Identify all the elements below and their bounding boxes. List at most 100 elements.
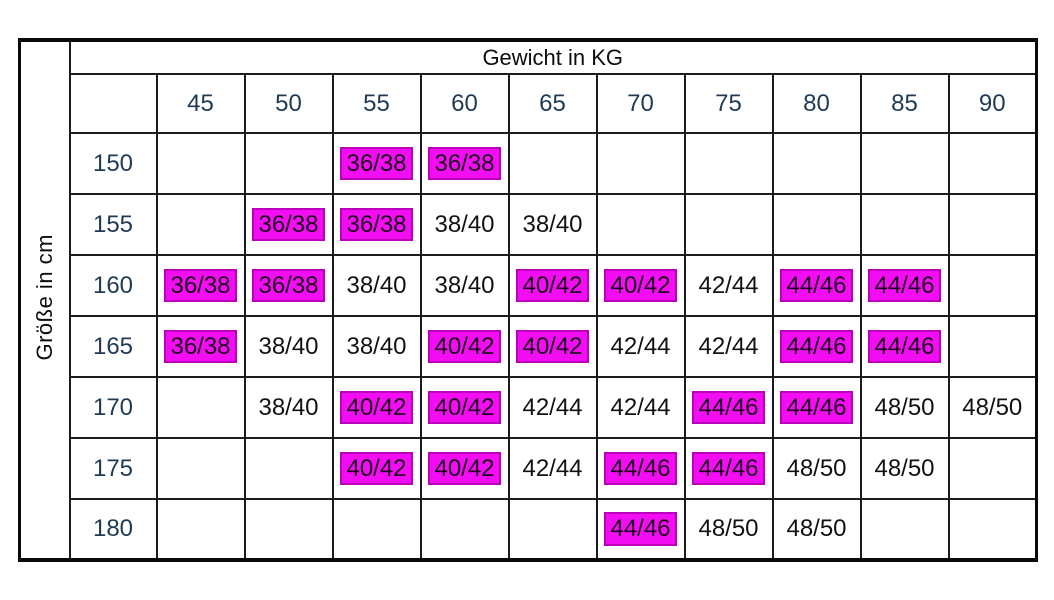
col-header-85: 85 bbox=[859, 73, 950, 134]
row-header-180: 180 bbox=[68, 498, 158, 561]
col-header-70: 70 bbox=[595, 73, 686, 134]
size-cell: 48/50 bbox=[947, 376, 1038, 439]
size-cell: 44/46 bbox=[859, 315, 950, 378]
corner-cell bbox=[68, 73, 158, 134]
highlighted-size-value: 44/46 bbox=[780, 329, 853, 364]
size-cell: 42/44 bbox=[683, 315, 774, 378]
highlighted-size-value: 40/42 bbox=[428, 451, 501, 486]
size-value: 38/40 bbox=[346, 332, 407, 360]
highlighted-size-value: 44/46 bbox=[604, 451, 677, 486]
size-cell: 40/42 bbox=[331, 437, 422, 500]
size-cell bbox=[595, 132, 686, 195]
table-row: 150 36/38 36/38 bbox=[20, 132, 1038, 195]
size-value: 38/40 bbox=[434, 210, 495, 238]
table-row: 175 40/42 40/42 42/44 44/46 44/46 48/50 48/50 bbox=[20, 437, 1038, 500]
size-value: 42/44 bbox=[698, 271, 759, 299]
size-cell bbox=[243, 498, 334, 561]
table-row: 180 44/46 48/50 48/50 bbox=[20, 498, 1038, 561]
size-cell: 48/50 bbox=[683, 498, 774, 561]
size-cell: 36/38 bbox=[155, 315, 246, 378]
highlighted-size-value: 40/42 bbox=[428, 329, 501, 364]
highlighted-size-value: 44/46 bbox=[868, 268, 941, 303]
size-cell: 44/46 bbox=[683, 437, 774, 500]
size-cell bbox=[859, 132, 950, 195]
size-cell: 48/50 bbox=[771, 437, 862, 500]
size-cell: 36/38 bbox=[331, 193, 422, 256]
size-cell bbox=[947, 193, 1038, 256]
highlighted-size-value: 44/46 bbox=[692, 390, 765, 425]
row-axis-label: Größe in cm bbox=[31, 234, 57, 361]
size-cell: 36/38 bbox=[243, 193, 334, 256]
size-cell bbox=[859, 193, 950, 256]
size-cell: 40/42 bbox=[507, 315, 598, 378]
size-value: 48/50 bbox=[786, 454, 847, 482]
size-cell bbox=[331, 498, 422, 561]
highlighted-size-value: 40/42 bbox=[604, 268, 677, 303]
size-cell bbox=[243, 132, 334, 195]
row-header-160: 160 bbox=[68, 254, 158, 317]
size-cell bbox=[155, 437, 246, 500]
size-cell: 44/46 bbox=[771, 376, 862, 439]
size-value: 48/50 bbox=[874, 454, 935, 482]
size-cell: 40/42 bbox=[419, 437, 510, 500]
highlighted-size-value: 36/38 bbox=[428, 146, 501, 181]
size-value: 38/40 bbox=[522, 210, 583, 238]
size-cell bbox=[859, 498, 950, 561]
size-cell: 42/44 bbox=[595, 315, 686, 378]
size-value: 42/44 bbox=[522, 454, 583, 482]
table-title: Gewicht in KG bbox=[68, 39, 1038, 75]
size-value: 48/50 bbox=[698, 515, 759, 542]
title-row: Größe in cm Gewicht in KG bbox=[18, 39, 1038, 561]
col-header-75: 75 bbox=[683, 73, 774, 134]
size-cell bbox=[155, 193, 246, 256]
highlighted-size-value: 44/46 bbox=[868, 329, 941, 364]
highlighted-size-value: 44/46 bbox=[692, 451, 765, 486]
col-header-65: 65 bbox=[507, 73, 598, 134]
size-cell: 44/46 bbox=[859, 254, 950, 317]
highlighted-size-value: 36/38 bbox=[252, 268, 325, 303]
size-value: 48/50 bbox=[874, 393, 935, 421]
size-cell bbox=[947, 498, 1038, 561]
table-row: 160 36/38 36/38 38/40 38/40 40/42 40/42 42/44 44… bbox=[20, 254, 1038, 317]
size-cell: 44/46 bbox=[683, 376, 774, 439]
size-cell: 48/50 bbox=[771, 498, 862, 561]
size-cell: 38/40 bbox=[243, 315, 334, 378]
size-cell: 40/42 bbox=[331, 376, 422, 439]
size-cell: 36/38 bbox=[419, 132, 510, 195]
highlighted-size-value: 36/38 bbox=[164, 268, 237, 303]
size-cell: 38/40 bbox=[243, 376, 334, 439]
size-value: 42/44 bbox=[610, 332, 671, 360]
highlighted-size-value: 44/46 bbox=[604, 512, 677, 546]
size-cell: 44/46 bbox=[771, 254, 862, 317]
size-value: 38/40 bbox=[434, 271, 495, 299]
size-cell: 38/40 bbox=[331, 315, 422, 378]
size-cell bbox=[507, 498, 598, 561]
size-cell bbox=[243, 437, 334, 500]
table-row: 170 38/40 40/42 40/42 42/44 42/44 44/46 44/46 48… bbox=[20, 376, 1038, 439]
table-row: 155 36/38 36/38 38/40 38/40 bbox=[20, 193, 1038, 256]
highlighted-size-value: 36/38 bbox=[340, 146, 413, 181]
row-header-165: 165 bbox=[68, 315, 158, 378]
size-cell: 48/50 bbox=[859, 437, 950, 500]
row-header-150: 150 bbox=[68, 132, 158, 195]
size-cell bbox=[683, 193, 774, 256]
size-value: 42/44 bbox=[522, 393, 583, 421]
highlighted-size-value: 44/46 bbox=[780, 268, 853, 303]
size-cell bbox=[947, 132, 1038, 195]
highlighted-size-value: 40/42 bbox=[340, 451, 413, 486]
size-cell: 36/38 bbox=[331, 132, 422, 195]
highlighted-size-value: 36/38 bbox=[252, 207, 325, 242]
size-cell: 38/40 bbox=[331, 254, 422, 317]
highlighted-size-value: 40/42 bbox=[516, 268, 589, 303]
table-row: 165 36/38 38/40 38/40 40/42 40/42 42/44 42/44 44… bbox=[20, 315, 1038, 378]
size-cell bbox=[683, 132, 774, 195]
row-header-155: 155 bbox=[68, 193, 158, 256]
size-cell bbox=[419, 498, 510, 561]
size-cell: 36/38 bbox=[243, 254, 334, 317]
size-cell: 40/42 bbox=[419, 376, 510, 439]
size-cell: 42/44 bbox=[507, 376, 598, 439]
size-cell bbox=[771, 193, 862, 256]
size-cell: 40/42 bbox=[507, 254, 598, 317]
size-cell: 42/44 bbox=[507, 437, 598, 500]
